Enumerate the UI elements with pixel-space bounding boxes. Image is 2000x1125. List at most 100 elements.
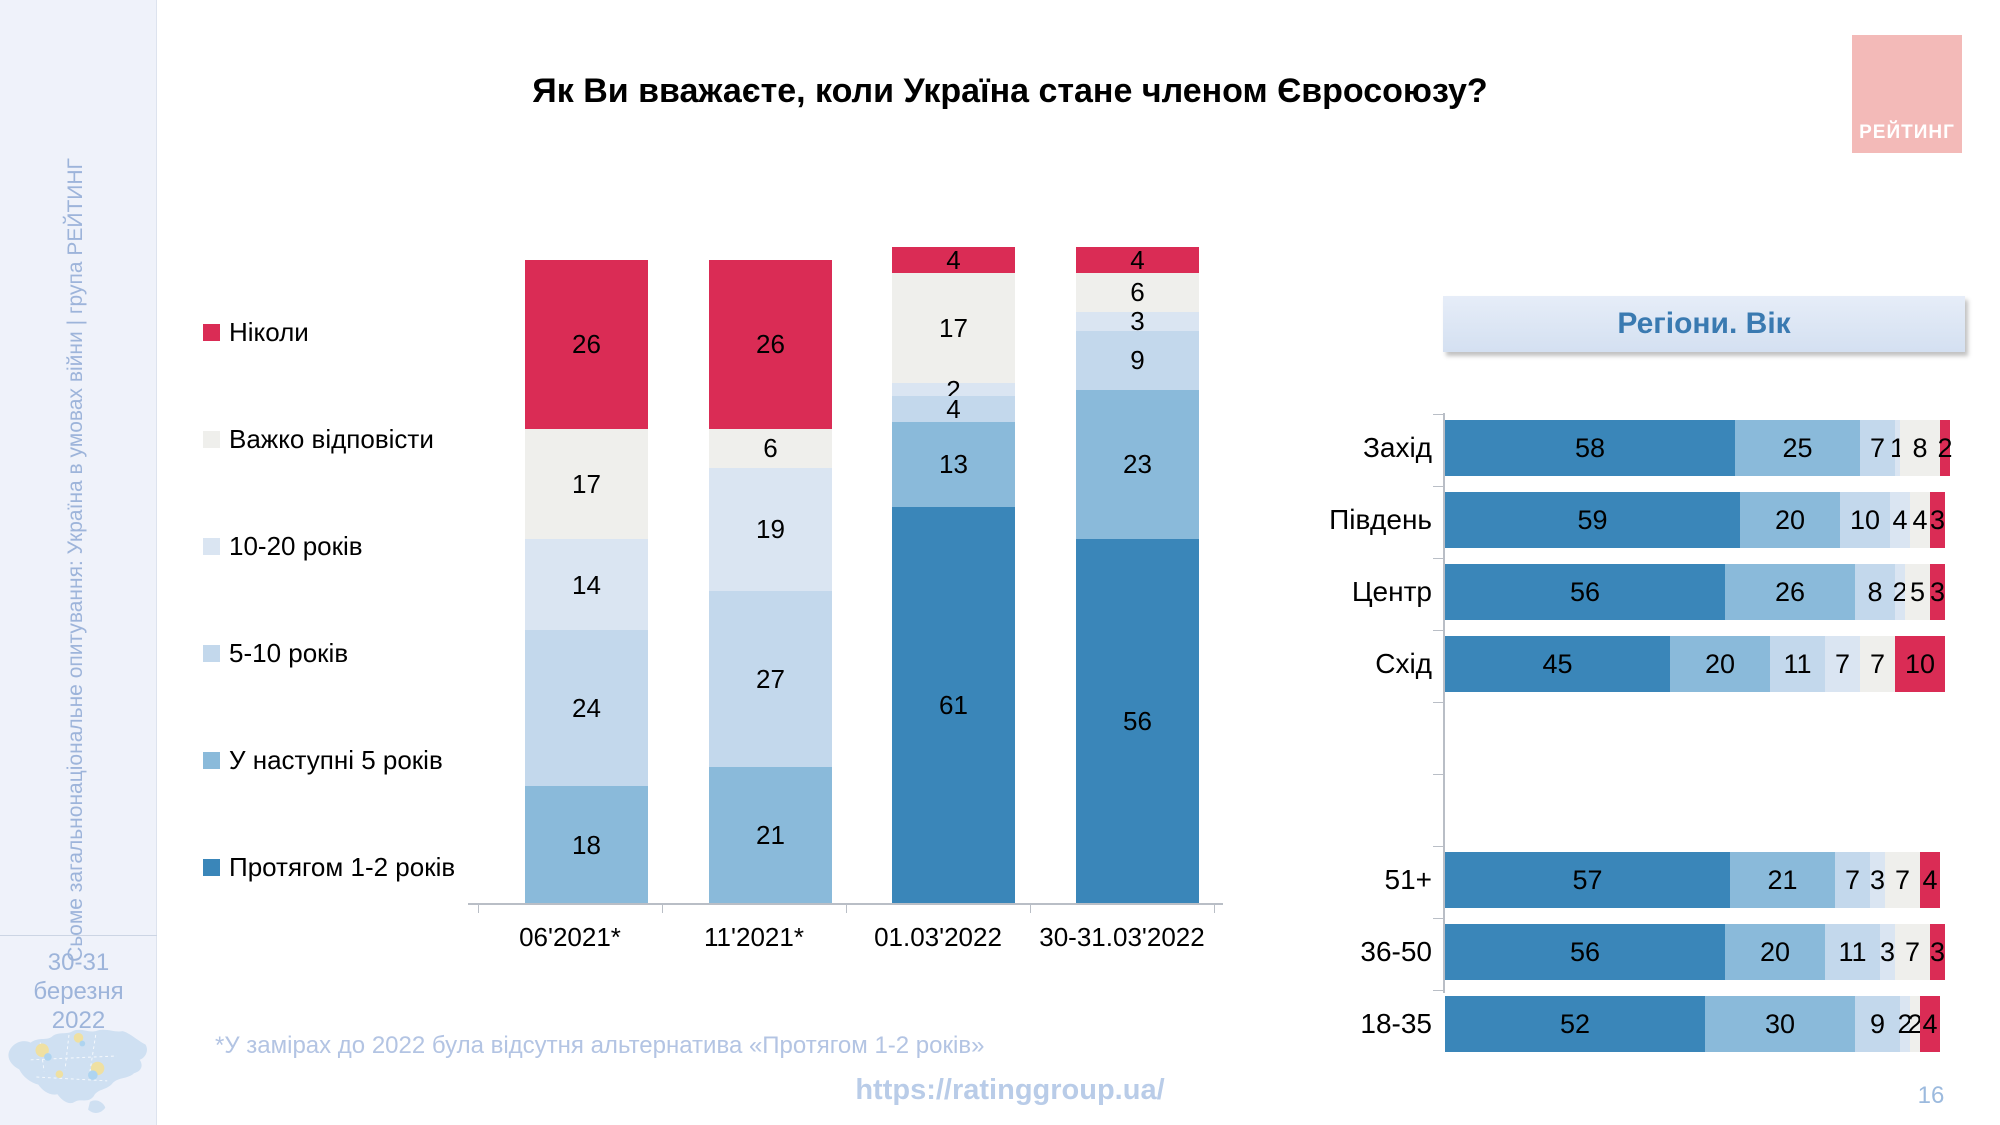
bar-segment: 20 xyxy=(1670,636,1770,692)
x-axis-category-label: 11'2021* xyxy=(704,922,804,952)
bar-segment-value: 26 xyxy=(572,329,601,359)
bar-segment-value: 24 xyxy=(572,693,601,723)
bar-segment-value: 2 xyxy=(1937,432,1953,463)
bar-segment-value: 17 xyxy=(939,312,968,343)
bar-segment: 4 xyxy=(1920,852,1940,908)
rating-group-logo-label: РЕЙТИНГ xyxy=(1859,122,1955,143)
bar-segment: 56 xyxy=(1445,564,1725,620)
axis-tick xyxy=(1433,486,1443,487)
bar-segment-value: 56 xyxy=(1123,706,1152,736)
legend-swatch xyxy=(203,644,220,662)
axis-tick xyxy=(1433,702,1443,703)
bar-segment-value: 56 xyxy=(1569,576,1601,607)
bar-segment-value: 4 xyxy=(1922,864,1938,895)
stacked-row: 58 25 7 1 8 2 xyxy=(1445,420,1953,476)
bar-segment-value: 27 xyxy=(756,663,785,694)
bar-segment: 26 xyxy=(709,259,832,429)
bar-segment: 2 xyxy=(1907,996,1923,1052)
row-label: 51+ xyxy=(1384,864,1433,895)
sidebar-separator xyxy=(0,935,157,936)
bar-segment-value: 30 xyxy=(1764,1008,1796,1039)
bar-segment: 7 xyxy=(1825,636,1860,692)
stacked-column: 26 17 14 24 18 xyxy=(525,259,648,903)
sidebar-survey-title: Сьоме загальнонаціональне опитування: Ук… xyxy=(64,158,87,962)
bar-segment: 8 xyxy=(1855,564,1895,620)
bar-segment: 24 xyxy=(525,630,648,786)
legend-label: Протягом 1-2 років xyxy=(229,851,456,882)
bar-segment-value: 8 xyxy=(1867,576,1883,607)
bar-segment-value: 11 xyxy=(1783,648,1812,679)
rating-group-logo: РЕЙТИНГ xyxy=(1852,35,1962,153)
legend-item: Важко відповісти xyxy=(203,424,463,454)
legend-item: Ніколи xyxy=(203,317,463,347)
bar-segment-value: 2 xyxy=(1907,1008,1923,1039)
bar-segment: 17 xyxy=(525,428,648,539)
row-label: Захід xyxy=(1362,432,1432,463)
stacked-column: 4 6 3 9 23 56 xyxy=(1076,246,1199,903)
bar-segment: 26 xyxy=(525,259,648,429)
bar-segment: 17 xyxy=(892,272,1015,383)
bar-segment: 8 xyxy=(1900,420,1940,476)
bar-segment: 57 xyxy=(1445,852,1730,908)
bar-segment: 23 xyxy=(1076,389,1199,539)
bar-segment-value: 21 xyxy=(756,819,785,850)
bar-segment-value: 20 xyxy=(1774,504,1806,535)
legend-swatch xyxy=(203,751,220,769)
bar-segment: 13 xyxy=(892,422,1015,507)
axis-tick xyxy=(478,903,479,913)
bar-segment: 10 xyxy=(1840,492,1890,548)
legend-item: 10-20 років xyxy=(203,531,463,561)
axis-tick xyxy=(1433,630,1443,631)
bar-segment-value: 25 xyxy=(1782,432,1813,463)
bar-segment: 27 xyxy=(709,591,832,767)
stacked-row: 56 20 11 3 7 3 xyxy=(1445,924,1945,980)
bar-segment-value: 5 xyxy=(1909,576,1926,607)
row-label: Південь xyxy=(1329,504,1432,535)
bar-segment: 7 xyxy=(1885,852,1920,908)
bar-segment: 5 xyxy=(1905,564,1930,620)
bar-segment: 4 xyxy=(1910,492,1930,548)
axis-tick xyxy=(662,903,663,913)
website-url[interactable]: https://ratinggroup.ua/ xyxy=(855,1074,1165,1106)
bar-segment: 7 xyxy=(1835,852,1870,908)
bar-segment-value: 2 xyxy=(1897,1008,1913,1039)
bar-segment-value: 4 xyxy=(946,394,961,424)
bar-segment: 30 xyxy=(1705,996,1855,1052)
bar-segment-value: 4 xyxy=(1892,504,1908,535)
bar-segment-value: 45 xyxy=(1542,648,1573,679)
legend-item: 5-10 років xyxy=(203,638,463,668)
bar-segment-value: 19 xyxy=(756,514,785,545)
page-title: Як Ви вважаєте, коли Україна стане члено… xyxy=(532,72,1488,110)
survey-date-line1: 30-31 березня xyxy=(33,949,124,1005)
bar-segment-value: 56 xyxy=(1569,936,1601,967)
bar-segment: 7 xyxy=(1895,924,1930,980)
page-number: 16 xyxy=(1917,1082,1945,1109)
x-axis-category-label: 01.03'2022 xyxy=(874,922,1002,952)
y-axis-line xyxy=(1443,413,1445,993)
bar-segment: 4 xyxy=(1920,996,1940,1052)
ukraine-map-icon xyxy=(8,1029,147,1113)
bar-segment: 52 xyxy=(1445,996,1705,1052)
bar-segment: 3 xyxy=(1076,308,1199,334)
bar-segment: 14 xyxy=(525,539,648,630)
bar-segment: 58 xyxy=(1445,420,1735,476)
legend-label: У наступні 5 років xyxy=(229,744,443,775)
bar-segment: 6 xyxy=(1076,272,1199,312)
bar-segment-value: 4 xyxy=(946,244,961,275)
bar-segment: 21 xyxy=(1730,852,1835,908)
stacked-row: 56 26 8 2 5 3 xyxy=(1445,564,1945,620)
bar-segment: 18 xyxy=(525,786,648,903)
axis-tick xyxy=(1214,903,1215,913)
regions-age-header-label: Регіони. Вік xyxy=(1617,307,1791,340)
axis-tick xyxy=(1030,903,1031,913)
bar-segment-value: 26 xyxy=(1774,576,1806,607)
bar-segment-value: 3 xyxy=(1929,576,1946,607)
stacked-row: 52 30 9 2 2 4 xyxy=(1445,996,1940,1052)
bar-segment-value: 7 xyxy=(1834,648,1851,679)
bar-segment: 9 xyxy=(1076,331,1199,390)
bar-segment: 20 xyxy=(1740,492,1840,548)
bar-segment: 59 xyxy=(1445,492,1740,548)
row-label: 36-50 xyxy=(1360,936,1432,967)
footnote: *У замірах до 2022 була відсутня альтерн… xyxy=(215,1032,985,1059)
